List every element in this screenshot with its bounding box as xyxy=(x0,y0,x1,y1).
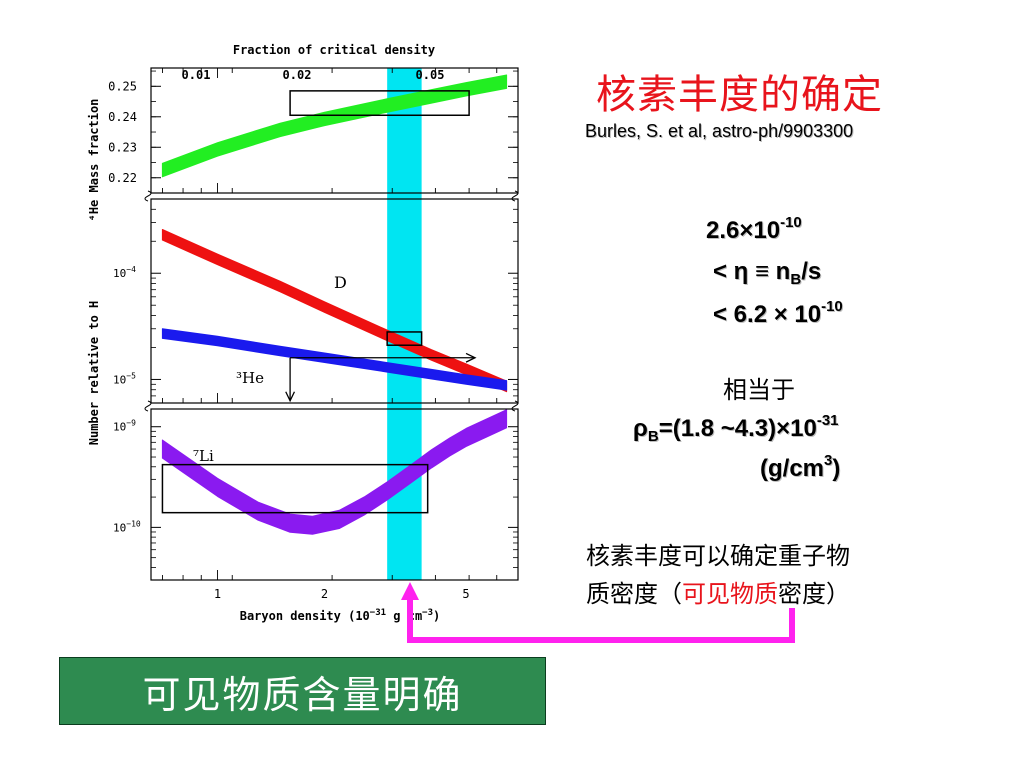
top-axis-title: Fraction of critical density xyxy=(233,43,435,57)
x-tick-label-1: 2 xyxy=(321,587,328,601)
top-tick-label-0: 0.01 xyxy=(182,68,211,82)
limit-arrow-head-1 xyxy=(285,391,296,403)
baryon-density-range: ρB=(1.8 ~4.3)×10-31 xyxy=(633,412,839,445)
conclusion-text: 可见物质含量明确 xyxy=(142,672,463,717)
limit-arrow-head-0 xyxy=(465,352,477,363)
y-tick-label-1-0: 10−4 xyxy=(113,265,136,280)
y-axis-title-number: Number relative to H xyxy=(87,301,101,446)
y-tick-label-0-2: 0.23 xyxy=(108,140,137,154)
y-tick-label-1-1: 10−5 xyxy=(113,371,136,386)
axis-break-mark-1-1 xyxy=(511,400,519,412)
statement-line-1: 核素丰度可以确定重子物 xyxy=(586,542,850,570)
slide-title: 核素丰度的确定 xyxy=(596,72,883,118)
statement-line-2: 质密度（可见物质密度） xyxy=(586,580,850,608)
visible-matter-highlight: 可见物质 xyxy=(682,580,778,608)
series-label-li7: ⁷Li xyxy=(193,447,214,465)
conclusion-box: 可见物质含量明确 xyxy=(59,657,546,725)
observation-box-1-0 xyxy=(386,331,423,346)
axis-break-mark-0-1 xyxy=(511,190,519,202)
x-tick-label-2: 5 xyxy=(462,587,469,601)
y-tick-label-0-0: 0.25 xyxy=(108,79,137,93)
top-tick-label-2: 0.05 xyxy=(416,68,445,82)
chart-area: 0.25 0.24 0.23 0.22 10−4 10−5 10−9 10−10 1 2 5 Bary… xyxy=(87,43,519,623)
axis-break-mark-0-0 xyxy=(144,190,152,202)
series-label-he3: ³He xyxy=(236,369,264,387)
eta-upper-bound: < 6.2 × 10-10 xyxy=(713,298,843,328)
eta-definition: < η ≡ nB/s xyxy=(713,258,822,288)
y-tick-label-2-0: 10−9 xyxy=(113,419,136,434)
y-axis-title-he4: ⁴He Mass fraction xyxy=(87,99,101,222)
connector-arrow-line xyxy=(407,598,795,643)
y-tick-label-0-1: 0.24 xyxy=(108,110,137,124)
top-tick-label-1: 0.02 xyxy=(283,68,312,82)
observation-box-2-0 xyxy=(161,463,429,514)
series-label-d: D xyxy=(334,273,347,292)
series-band-He-1 xyxy=(161,328,508,391)
eta-lower-bound: 2.6×10-10 xyxy=(706,214,802,244)
density-unit: (g/cm3) xyxy=(760,452,841,482)
panel-frame-0 xyxy=(150,67,519,194)
observation-box-0-0 xyxy=(289,90,470,117)
highlight-arrow xyxy=(401,582,795,643)
y-tick-label-0-3: 0.22 xyxy=(108,171,137,185)
connector-arrow-head xyxy=(401,582,419,600)
x-tick-label-0: 1 xyxy=(214,587,221,601)
panel-frame-1 xyxy=(150,198,519,404)
x-axis-title: Baryon density (10−31 g cm−3) xyxy=(240,608,441,623)
citation: Burles, S. et al, astro-ph/9903300 xyxy=(585,121,854,141)
series-band-D-0 xyxy=(161,229,508,393)
axis-break-mark-1-0 xyxy=(144,400,152,412)
equivalent-label: 相当于 xyxy=(723,376,795,404)
panel-frame-2 xyxy=(150,408,519,581)
y-tick-label-2-1: 10−10 xyxy=(113,519,141,534)
observed-baryon-band xyxy=(387,68,422,580)
series-band-Li-0 xyxy=(161,409,508,535)
